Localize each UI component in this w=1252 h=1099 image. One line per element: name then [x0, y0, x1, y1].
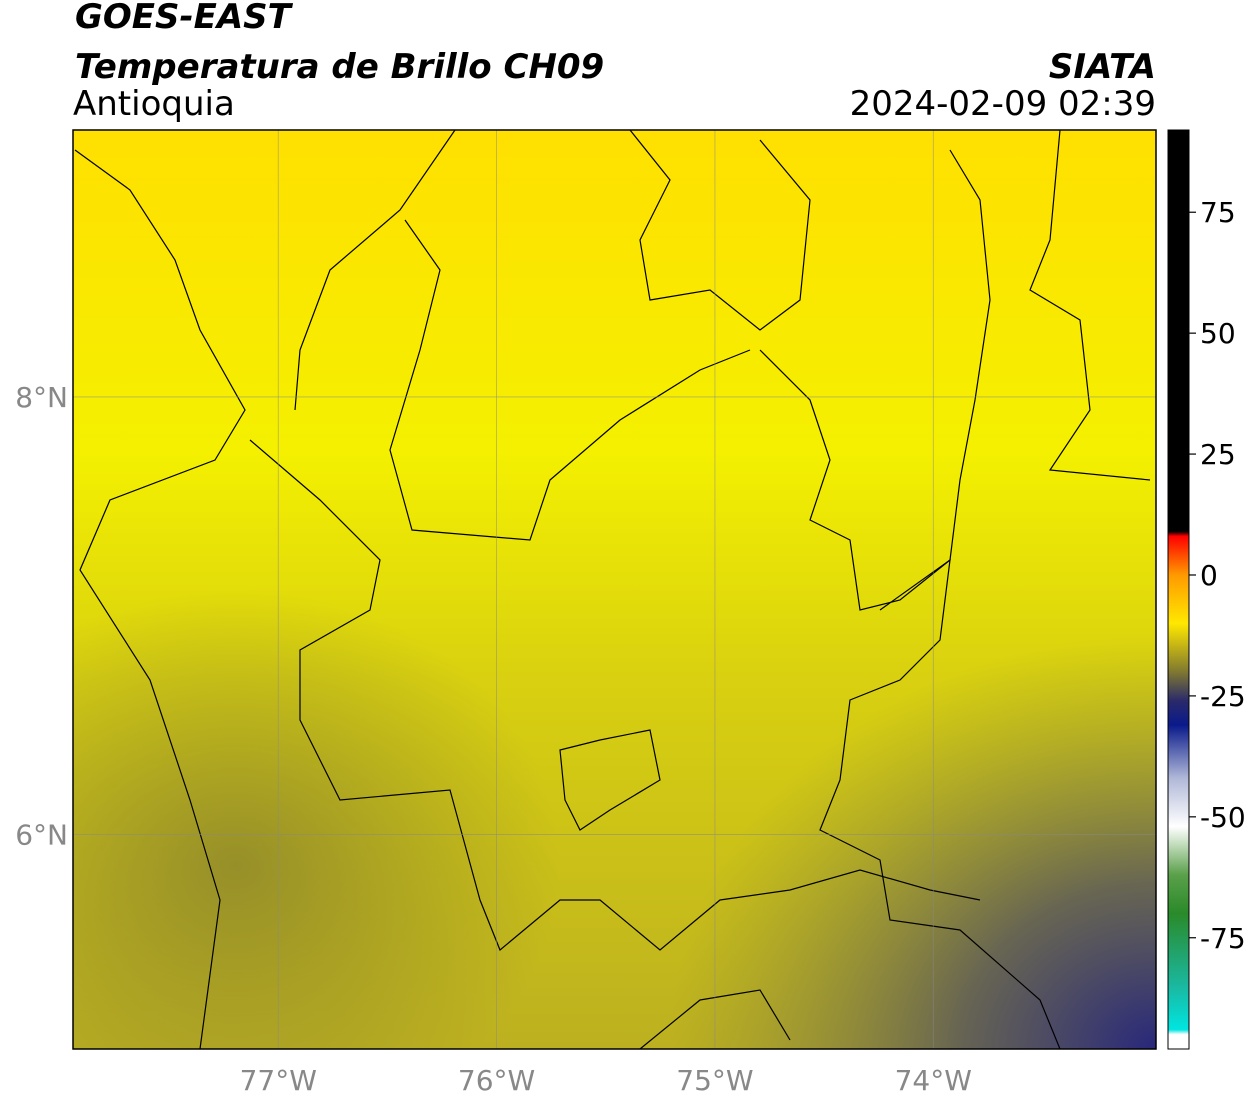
colorbar	[1167, 129, 1190, 1050]
x-tick-label: 76°W	[458, 1064, 535, 1097]
subtitle: Temperatura de Brillo CH09	[75, 47, 604, 87]
colorbar-tick-label: -25	[1200, 680, 1246, 713]
x-tick-label: 75°W	[676, 1064, 753, 1097]
map-area	[73, 130, 1156, 1049]
x-tick-label: 74°W	[895, 1064, 972, 1097]
x-tick-label: 77°W	[240, 1064, 317, 1097]
source: SIATA	[1049, 47, 1156, 87]
colorbar-tick-label: 25	[1200, 438, 1236, 471]
colorbar-tick-label: 50	[1200, 317, 1236, 350]
region: Antioquia	[73, 84, 235, 124]
field-cold	[73, 130, 1156, 1049]
colorbar-tick-label: -75	[1200, 922, 1246, 955]
boundaries	[74, 130, 1151, 1049]
colorbar-tick-label: -50	[1200, 801, 1246, 834]
map-frame	[72, 129, 1157, 1050]
y-tick-label: 6°N	[15, 819, 68, 852]
colorbar-tick-label: 0	[1200, 559, 1218, 592]
y-tick-label: 8°N	[15, 381, 68, 414]
colorbar-tick-label: 75	[1200, 196, 1236, 229]
title: GOES-EAST	[75, 0, 294, 37]
datetime: 2024-02-09 02:39	[850, 84, 1156, 124]
